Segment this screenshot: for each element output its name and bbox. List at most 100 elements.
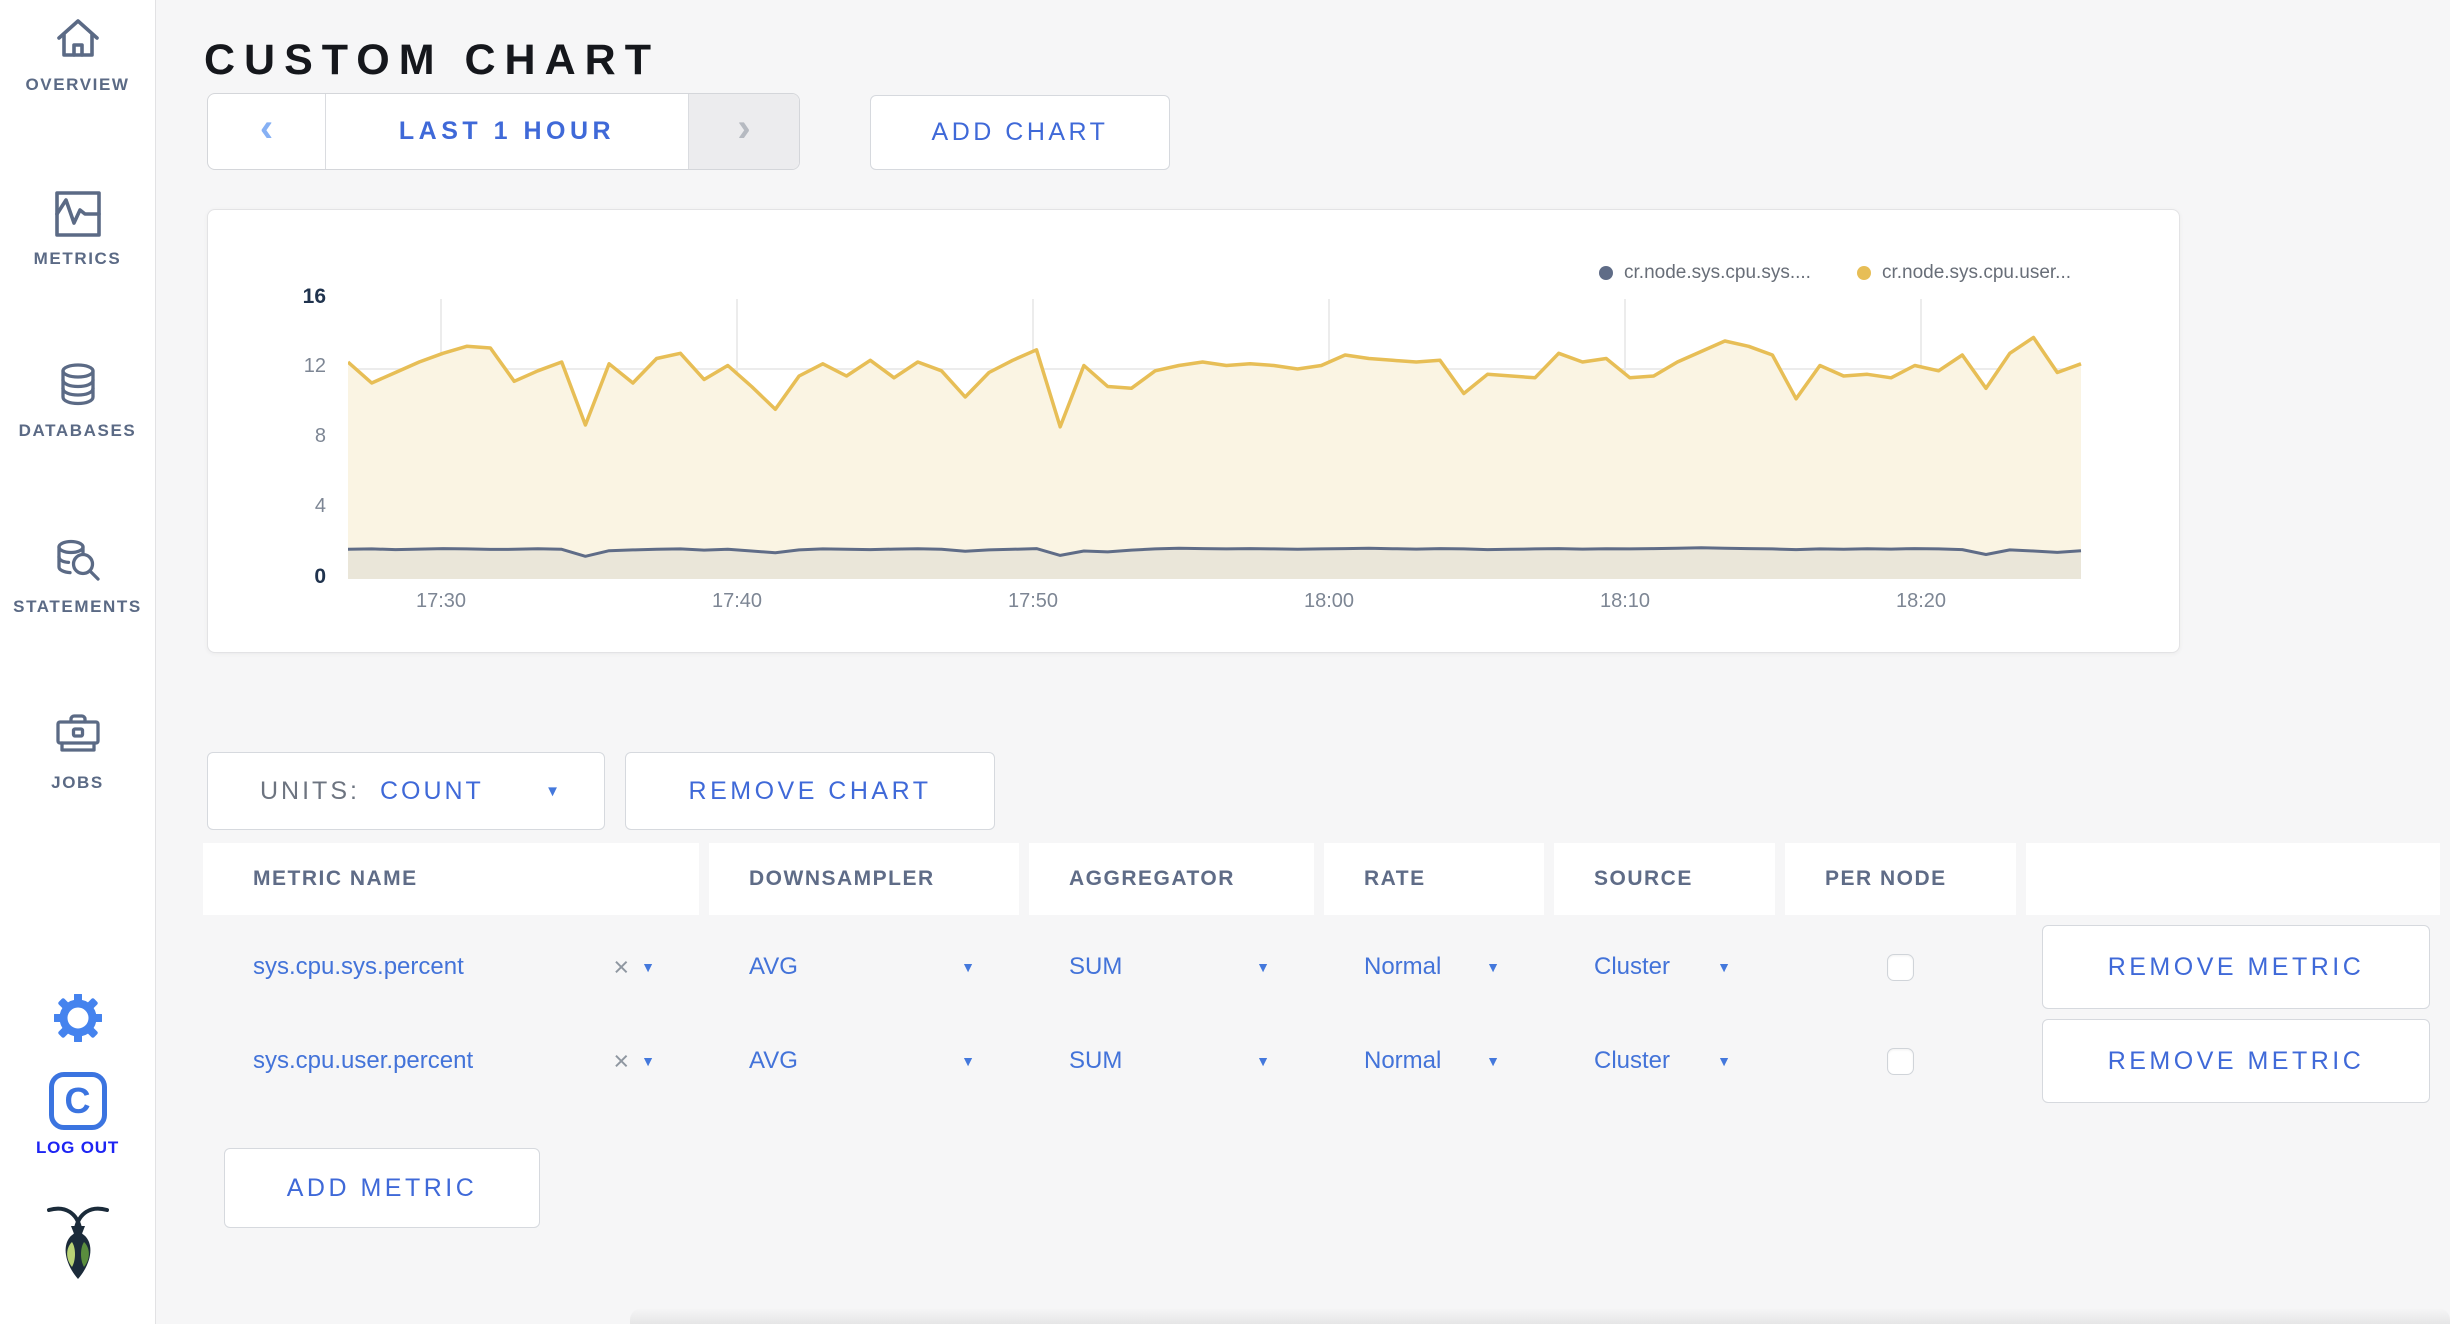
sidebar-item-statements[interactable]: STATEMENTS <box>0 536 155 617</box>
cockroach-bug-icon <box>46 1202 110 1285</box>
metric-name-value: sys.cpu.user.percent <box>253 1047 474 1074</box>
page-title: CUSTOM CHART <box>204 35 660 84</box>
series-area <box>348 547 2081 579</box>
source-dropdown[interactable]: Cluster ▼ <box>1554 925 1775 1009</box>
chevron-down-icon: ▼ <box>641 1053 655 1069</box>
units-value: COUNT <box>379 776 484 805</box>
cockroach-logo <box>0 1202 155 1285</box>
metric-controls: × ▼ <box>613 951 655 982</box>
chevron-down-icon: ▼ <box>961 959 975 975</box>
chevron-down-icon: ▼ <box>641 959 655 975</box>
legend-dot-icon <box>1599 266 1614 280</box>
legend-item[interactable]: cr.node.sys.cpu.sys.... <box>1599 262 1811 284</box>
remove-chart-button[interactable]: REMOVE CHART <box>625 752 995 830</box>
metrics-table: METRIC NAME DOWNSAMPLER AGGREGATOR RATE … <box>203 843 2440 1103</box>
aggregator-dropdown[interactable]: SUM ▼ <box>1029 1019 1314 1103</box>
chevron-down-icon: ▼ <box>1256 1053 1270 1069</box>
rate-dropdown[interactable]: Normal ▼ <box>1324 1019 1544 1103</box>
sidebar-item-label: JOBS <box>51 773 104 792</box>
downsampler-value: AVG <box>749 1047 798 1074</box>
x-axis-tick-label: 18:00 <box>1303 590 1355 612</box>
y-axis-tick-label: 16 <box>302 285 326 308</box>
cockroach-c-icon: C <box>48 1072 107 1130</box>
sidebar-item-overview[interactable]: OVERVIEW <box>0 14 155 95</box>
source-value: Cluster <box>1594 1047 1671 1074</box>
x-axis-tick-label: 17:30 <box>415 590 467 612</box>
logout-label: LOG OUT <box>35 1138 120 1157</box>
column-header-rate: RATE <box>1324 843 1544 915</box>
per-node-checkbox[interactable] <box>1887 1047 1914 1075</box>
metrics-icon <box>52 188 104 240</box>
series-line <box>348 546 2082 558</box>
databases-icon <box>52 360 104 412</box>
chart-plot <box>348 299 2082 579</box>
aggregator-value: SUM <box>1069 953 1123 980</box>
source-dropdown[interactable]: Cluster ▼ <box>1554 1019 1775 1103</box>
column-header-actions <box>2026 843 2440 915</box>
aggregator-value: SUM <box>1069 1047 1123 1074</box>
legend-label: cr.node.sys.cpu.user... <box>1881 262 2071 283</box>
series-line <box>348 335 2082 429</box>
sidebar-item-jobs[interactable]: JOBS <box>0 712 155 793</box>
metric-controls: × ▼ <box>613 1045 655 1076</box>
sidebar-item-databases[interactable]: DATABASES <box>0 360 155 441</box>
remove-metric-button[interactable]: REMOVE METRIC <box>2042 1019 2430 1103</box>
clear-metric-icon[interactable]: × <box>613 1045 630 1076</box>
time-range-prev-button[interactable]: ‹ <box>208 94 326 169</box>
units-dropdown[interactable]: UNITS: COUNT ▼ <box>207 752 605 830</box>
home-icon <box>52 14 104 66</box>
column-header-per-node: PER NODE <box>1785 843 2016 915</box>
per-node-cell <box>1785 925 2016 1009</box>
add-chart-button[interactable]: ADD CHART <box>870 95 1170 170</box>
settings-button[interactable] <box>0 993 155 1047</box>
jobs-icon <box>52 712 104 764</box>
clear-metric-icon[interactable]: × <box>613 951 630 982</box>
time-range-dropdown[interactable]: LAST 1 HOUR <box>398 117 616 145</box>
series-area <box>348 337 2081 579</box>
rate-value: Normal <box>1364 1047 1442 1074</box>
legend-label: cr.node.sys.cpu.sys.... <box>1624 262 1811 283</box>
remove-metric-button[interactable]: REMOVE METRIC <box>2042 925 2430 1009</box>
chevron-down-icon: ▼ <box>1717 1053 1731 1069</box>
column-header-metric-name: METRIC NAME <box>203 843 699 915</box>
column-header-downsampler: DOWNSAMPLER <box>709 843 1019 915</box>
metric-name-dropdown[interactable]: sys.cpu.sys.percent × ▼ <box>203 925 699 1009</box>
add-metric-button[interactable]: ADD METRIC <box>224 1148 540 1228</box>
chevron-down-icon: ▼ <box>1717 959 1731 975</box>
chevron-right-icon: › <box>737 106 751 150</box>
sidebar-item-label: METRICS <box>33 249 122 268</box>
per-node-checkbox[interactable] <box>1887 953 1914 981</box>
y-axis-tick-label: 12 <box>303 355 326 377</box>
y-axis-tick-label: 0 <box>314 565 326 588</box>
sidebar-item-metrics[interactable]: METRICS <box>0 188 155 269</box>
chevron-down-icon: ▼ <box>961 1053 975 1069</box>
chevron-left-icon: ‹ <box>259 106 274 150</box>
rate-value: Normal <box>1364 953 1442 980</box>
logout-button[interactable]: C LOG OUT <box>0 1072 155 1158</box>
aggregator-dropdown[interactable]: SUM ▼ <box>1029 925 1314 1009</box>
chart-legend: cr.node.sys.cpu.sys.... cr.node.sys.cpu.u… <box>1599 262 2071 284</box>
metric-name-value: sys.cpu.sys.percent <box>253 953 464 980</box>
downsampler-value: AVG <box>749 953 798 980</box>
units-label: UNITS: <box>260 776 360 805</box>
chevron-down-icon: ▼ <box>1256 959 1270 975</box>
metric-name-dropdown[interactable]: sys.cpu.user.percent × ▼ <box>203 1019 699 1103</box>
legend-item[interactable]: cr.node.sys.cpu.user... <box>1856 262 2071 284</box>
gear-icon <box>52 993 103 1047</box>
y-axis-tick-label: 4 <box>314 495 326 517</box>
per-node-cell <box>1785 1019 2016 1103</box>
bottom-scroll-shadow <box>630 1308 2450 1324</box>
time-range-next-button[interactable]: › <box>688 94 799 169</box>
rate-dropdown[interactable]: Normal ▼ <box>1324 925 1544 1009</box>
x-axis-tick-label: 17:40 <box>711 590 763 612</box>
legend-dot-icon <box>1856 266 1871 280</box>
downsampler-dropdown[interactable]: AVG ▼ <box>709 925 1019 1009</box>
x-axis-tick-label: 18:10 <box>1599 590 1651 612</box>
downsampler-dropdown[interactable]: AVG ▼ <box>709 1019 1019 1103</box>
x-axis-tick-label: 17:50 <box>1007 590 1059 612</box>
actions-cell: REMOVE METRIC <box>2026 925 2440 1009</box>
chart-card: cr.node.sys.cpu.sys.... cr.node.sys.cpu.u… <box>207 209 2180 653</box>
column-header-aggregator: AGGREGATOR <box>1029 843 1314 915</box>
sidebar: OVERVIEW METRICS DATABASES <box>0 0 156 1324</box>
